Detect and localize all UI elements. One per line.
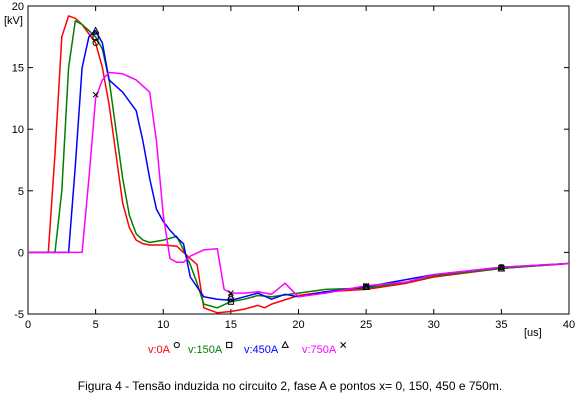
x-tick-label: 0 xyxy=(25,319,31,331)
data-point-marker xyxy=(363,282,370,289)
x-tick-label: 40 xyxy=(563,319,575,331)
y-tick-label: 5 xyxy=(18,186,24,198)
data-point-marker xyxy=(91,26,100,34)
figure-caption: Figura 4 - Tensão induzida no circuito 2… xyxy=(77,379,503,393)
data-point-marker xyxy=(227,292,235,300)
legend-marker-1 xyxy=(173,341,180,349)
data-point-marker xyxy=(92,39,99,47)
series-line-4 xyxy=(28,71,570,298)
y-axis-label: [kV] xyxy=(4,15,23,27)
y-tick-label: 10 xyxy=(12,124,24,136)
x-tick-label: 25 xyxy=(360,319,372,331)
data-point-marker xyxy=(92,33,99,40)
data-point-marker xyxy=(498,264,505,271)
x-tick-label: 20 xyxy=(292,319,304,331)
x-tick-label: 5 xyxy=(93,319,99,331)
legend: v:0A v:150A v:450A v:750A xyxy=(148,340,347,356)
series-line-2 xyxy=(28,20,570,309)
x-axis-label: [us] xyxy=(524,327,542,339)
legend-entry-3: v:450A xyxy=(244,344,279,356)
legend-entry-2: v:150A xyxy=(188,344,223,356)
y-tick-label: -5 xyxy=(14,309,24,321)
plot-frame xyxy=(27,5,570,315)
x-tick-label: 10 xyxy=(157,319,169,331)
legend-marker-3 xyxy=(281,340,290,348)
y-tick-label: 20 xyxy=(12,1,24,13)
data-point-marker xyxy=(227,290,234,297)
x-tick-label: 35 xyxy=(495,319,507,331)
legend-marker-4 xyxy=(340,342,347,348)
plot-area xyxy=(28,15,570,314)
legend-entry-1: v:0A xyxy=(148,344,171,356)
series-line-3 xyxy=(28,29,570,302)
axes xyxy=(27,5,570,315)
legend-entry-4: v:750A xyxy=(302,344,337,356)
y-tick-label: 15 xyxy=(12,63,24,75)
legend-marker-2 xyxy=(226,341,233,349)
y-tick-label: 0 xyxy=(18,247,24,259)
x-tick-label: 30 xyxy=(428,319,440,331)
x-tick-label: 15 xyxy=(225,319,237,331)
data-point-marker xyxy=(92,91,99,98)
